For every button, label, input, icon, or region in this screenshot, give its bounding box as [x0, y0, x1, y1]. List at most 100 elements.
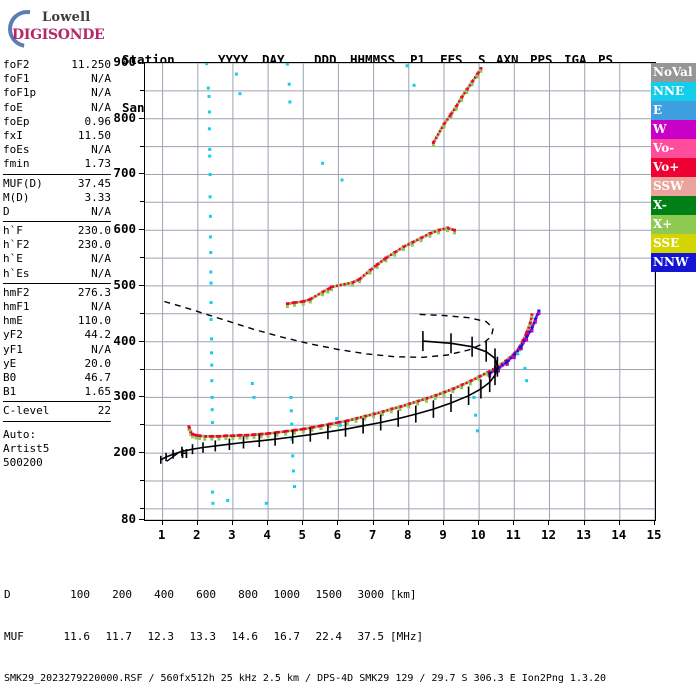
legend-item-x-[interactable]: X-: [651, 196, 696, 215]
y-axis-tick-label: 600: [113, 221, 136, 237]
param-key-fof2: foF2: [3, 58, 30, 71]
param-value-h-f2: 230.0: [77, 238, 111, 252]
param-row: B1 1.65: [3, 385, 111, 399]
series-scatter-echoes-nne-e-noise-: [205, 63, 529, 505]
y-axis-minor-tick: [140, 62, 144, 63]
distance-unit: [km]: [390, 588, 417, 601]
autoscaling-line: Auto:: [3, 427, 37, 441]
distance-value: 200: [112, 588, 132, 601]
footer-distance-row: D 100 200 400 600 800 1000 1500 3000 [km]: [4, 588, 606, 602]
param-row: B0 46.7: [3, 371, 111, 385]
param-key-m-d-: M(D): [3, 190, 30, 204]
legend-item-nne[interactable]: NNE: [651, 82, 696, 101]
y-axis-minor-tick: [140, 117, 144, 119]
param-key-foes: foEs: [3, 143, 30, 157]
y-axis-minor-tick: [140, 145, 144, 147]
distance-value: 1000: [273, 588, 301, 601]
y-axis-minor-tick: [140, 507, 144, 509]
legend-item-ssw[interactable]: SSW: [651, 177, 696, 196]
distance-value: 3000: [357, 588, 385, 601]
param-value-b1: 1.65: [84, 385, 112, 399]
param-key-hmf2: hmF2: [3, 285, 30, 299]
param-row: hmF1 N/A: [3, 300, 111, 314]
muf-value: 22.4: [315, 630, 343, 643]
muf-value: 12.3: [147, 630, 175, 643]
y-axis-minor-tick: [140, 479, 144, 481]
param-key-hme: hmE: [3, 314, 23, 328]
param-group-confidence: C-level 22: [3, 404, 111, 418]
param-row: h`E N/A: [3, 252, 111, 266]
param-value-foe: N/A: [91, 100, 111, 114]
param-value-b0: 46.7: [84, 370, 112, 384]
distance-value: 800: [238, 588, 258, 601]
distance-value: 100: [70, 588, 90, 601]
x-axis-tick: [442, 520, 444, 525]
x-axis-tick: [618, 520, 620, 525]
muf-dashed-curve: [164, 300, 494, 359]
direction-legend: NoVal NNE E W Vo- Vo+ SSW X- X+ SSE NNW: [651, 63, 696, 272]
param-value-fxi: 11.50: [77, 128, 111, 142]
param-key-yf2: yF2: [3, 328, 23, 342]
param-key-d: D: [3, 204, 10, 218]
x-axis-tick: [548, 520, 550, 525]
legend-item-w[interactable]: W: [651, 120, 696, 139]
legend-item-x-[interactable]: X+: [651, 215, 696, 234]
legend-item-nnw[interactable]: NNW: [651, 253, 696, 272]
logo-brand-top: Lowell: [42, 10, 91, 25]
param-key-fof1p: foF1p: [3, 86, 37, 100]
param-value-c-level: 22: [97, 404, 111, 418]
legend-item-noval[interactable]: NoVal: [651, 63, 696, 82]
muf-value: 16.7: [273, 630, 301, 643]
legend-item-sse[interactable]: SSE: [651, 234, 696, 253]
param-key-h-f: h`F: [3, 224, 23, 238]
y-axis-tick-label: 300: [113, 388, 136, 404]
param-value-m-d-: 3.33: [84, 190, 112, 204]
param-group-profile: hmF2 276.3 hmF1 N/A hmE 110.0 yF2 44.2 yF1 N/A yE 2…: [3, 286, 111, 400]
param-value-hmf2: 276.3: [77, 285, 111, 299]
series-o-trace-ordinary-vo-x-: [187, 313, 534, 441]
param-key-muf-d-: MUF(D): [3, 176, 43, 190]
param-group-autoscaling: Auto: Artist5 500200: [3, 428, 111, 471]
x-axis-tick: [583, 520, 585, 525]
param-group-muf: MUF(D) 37.45 M(D) 3.33 D N/A: [3, 177, 111, 220]
x-axis-tick: [231, 520, 233, 525]
param-divider: [3, 401, 111, 403]
footer-info: D 100 200 400 600 800 1000 1500 3000 [km] MUF 11.6…: [4, 560, 606, 700]
y-axis-minor-tick: [140, 519, 144, 520]
lowell-digisonde-logo: Lowell DIGISONDE: [0, 2, 118, 56]
legend-item-vo-[interactable]: Vo+: [651, 158, 696, 177]
y-axis-minor-tick: [140, 312, 144, 314]
x-axis-tick-label: 12: [540, 527, 556, 542]
param-row: fxI 11.50: [3, 129, 111, 143]
x-axis-tick: [513, 520, 515, 525]
y-axis-minor-tick: [140, 229, 144, 231]
param-value-hme: 110.0: [77, 314, 111, 328]
param-key-h-es: h`Es: [3, 266, 30, 280]
x-axis-tick: [372, 520, 374, 525]
legend-item-e[interactable]: E: [651, 101, 696, 120]
param-row: foF2 11.250: [3, 58, 111, 72]
param-value-yf1: N/A: [91, 342, 111, 356]
param-key-b0: B0: [3, 370, 17, 384]
param-value-foep: 0.96: [84, 114, 112, 128]
distance-label: D: [4, 588, 11, 601]
legend-item-vo-[interactable]: Vo-: [651, 139, 696, 158]
param-value-hmf1: N/A: [91, 300, 111, 313]
y-axis-tick-label: 400: [113, 332, 136, 348]
x-axis-tick-label: 10: [470, 527, 486, 542]
param-key-foe: foE: [3, 100, 23, 114]
ionogram-parameter-panel: foF2 11.250 foF1 N/A foF1p N/A foE N/A foEp 0.96 f…: [3, 58, 111, 470]
ionogram-plot[interactable]: H: [144, 62, 656, 521]
series-2nd-hop-multiple: [285, 226, 456, 308]
x-axis-tick-label: 11: [505, 527, 521, 542]
header-label-s: S: [478, 52, 486, 67]
x-axis-tick: [161, 520, 163, 525]
param-value-fof1: N/A: [91, 72, 111, 86]
x-axis-tick-label: 5: [298, 527, 307, 542]
autoscaling-line: Artist5: [3, 441, 50, 455]
x-axis-tick-label: 4: [263, 527, 271, 542]
x-axis-tick: [267, 520, 269, 525]
param-row: h`F2 230.0: [3, 238, 111, 252]
param-key-c-level: C-level: [3, 404, 50, 418]
x-axis-tick-label: 7: [368, 527, 377, 542]
